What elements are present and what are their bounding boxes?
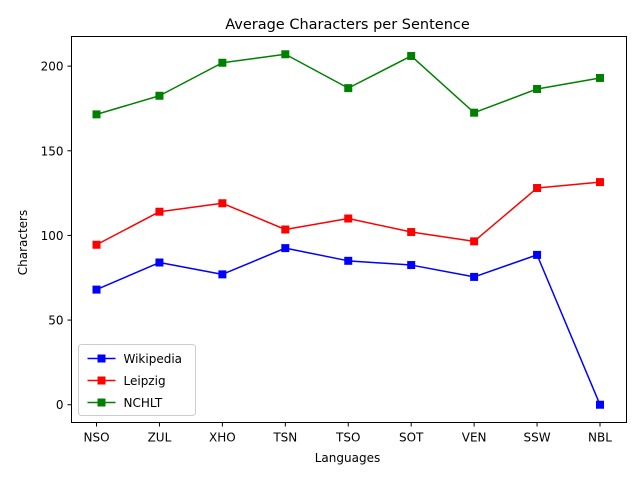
- y-tick-label: 100: [41, 229, 64, 243]
- legend-marker: [97, 354, 106, 363]
- data-point: [155, 258, 164, 267]
- data-point: [596, 178, 604, 187]
- legend-marker: [97, 376, 106, 385]
- data-point: [470, 108, 479, 117]
- data-point: [407, 228, 416, 237]
- x-tick-label: NSO: [83, 431, 109, 445]
- y-tick-label: 50: [48, 314, 63, 328]
- x-tick-label: SOT: [399, 431, 424, 445]
- y-tick-label: 0: [56, 398, 64, 412]
- legend-label: NCHLT: [124, 396, 163, 410]
- data-point: [281, 244, 290, 253]
- series-group: [92, 50, 604, 409]
- data-point: [155, 207, 164, 216]
- chart-title: Average Characters per Sentence: [225, 17, 470, 33]
- data-point: [92, 110, 101, 119]
- data-point: [155, 91, 164, 100]
- data-point: [596, 73, 604, 82]
- legend: Wikipedia Leipzig NCHLT: [78, 344, 196, 416]
- legend-item: Wikipedia: [87, 352, 183, 366]
- data-point: [596, 400, 604, 409]
- data-point: [344, 84, 353, 93]
- x-tick-label: SSW: [524, 431, 551, 445]
- data-point: [218, 199, 227, 208]
- data-point: [344, 256, 353, 265]
- series-line-leipzig: [96, 181, 601, 246]
- axis-ticks: NSO ZUL XHO TSN TSO SOT VEN SSW NBL 0 50 100 150 200: [41, 60, 613, 445]
- plot-frame: [71, 36, 627, 423]
- legend-item: NCHLT: [87, 396, 163, 410]
- legend-label: Leipzig: [124, 374, 166, 388]
- data-point: [281, 225, 290, 234]
- x-axis-label: Languages: [315, 451, 380, 465]
- x-tick-label: VEN: [462, 431, 487, 445]
- data-point: [92, 240, 101, 249]
- data-point: [92, 285, 101, 294]
- legend-item: Leipzig: [87, 374, 166, 388]
- x-tick-label: TSN: [272, 431, 297, 445]
- data-point: [533, 184, 542, 193]
- y-tick-label: 200: [41, 60, 64, 74]
- y-axis-label: Characters: [16, 210, 30, 276]
- data-point: [470, 272, 479, 281]
- x-tick-label: ZUL: [148, 431, 172, 445]
- data-point: [470, 237, 479, 246]
- data-point: [218, 270, 227, 279]
- series-nchlt: [92, 50, 604, 119]
- y-tick-label: 150: [41, 144, 64, 158]
- series-wikipedia: [92, 244, 604, 409]
- series-leipzig: [92, 178, 604, 249]
- data-point: [218, 58, 227, 67]
- legend-marker: [97, 398, 106, 407]
- legend-box: [78, 344, 196, 416]
- data-point: [533, 250, 542, 259]
- data-point: [407, 261, 416, 270]
- x-tick-label: XHO: [209, 431, 236, 445]
- data-point: [281, 50, 290, 59]
- data-point: [407, 51, 416, 60]
- data-point: [533, 84, 542, 93]
- legend-label: Wikipedia: [124, 352, 183, 366]
- x-tick-label: TSO: [335, 431, 360, 445]
- data-point: [344, 214, 353, 223]
- x-tick-label: NBL: [588, 431, 612, 445]
